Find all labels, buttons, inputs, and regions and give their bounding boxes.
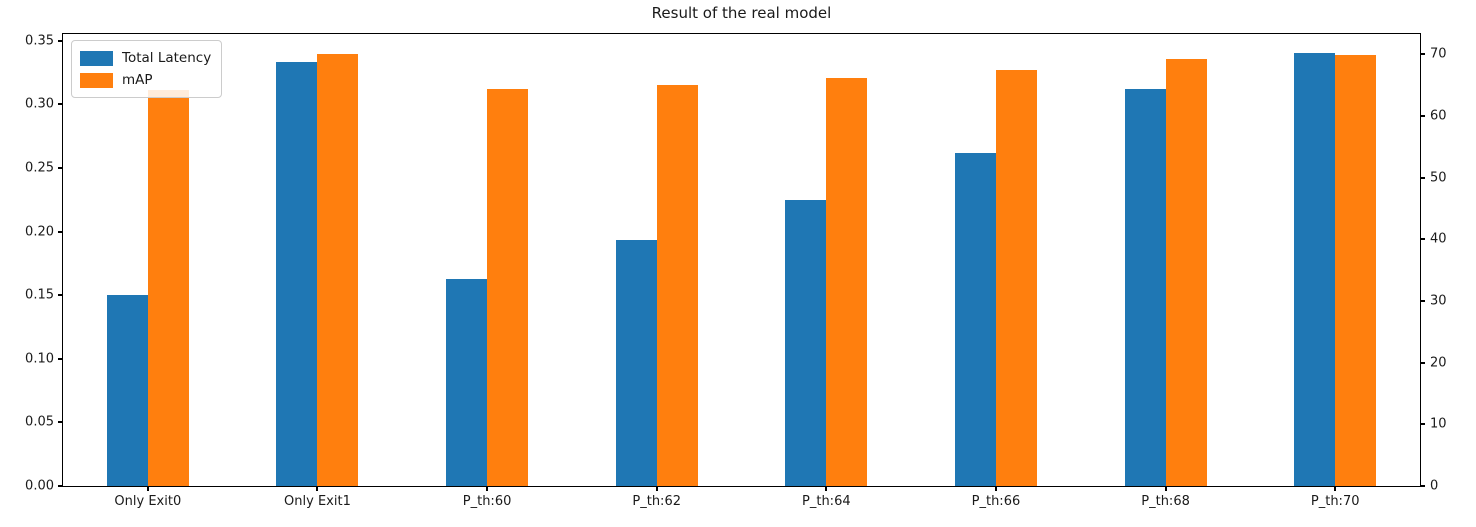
y-left-tick-label: 0.10 bbox=[25, 351, 54, 367]
y-right-tick-label: 70 bbox=[1430, 46, 1447, 62]
y-right-tick-label: 60 bbox=[1430, 108, 1447, 124]
y-left-tick bbox=[58, 103, 62, 105]
y-right-tick bbox=[1421, 53, 1425, 55]
x-tick-label-p-th-64: P_th:64 bbox=[802, 494, 851, 509]
y-left-tick-label: 0.30 bbox=[25, 96, 54, 112]
y-right-tick-label: 20 bbox=[1430, 355, 1447, 371]
y-right-tick bbox=[1421, 362, 1425, 364]
bar-total-latency-p-th-60 bbox=[446, 279, 487, 486]
x-tick-label-p-th-62: P_th:62 bbox=[632, 494, 681, 509]
y-right-tick-label: 40 bbox=[1430, 231, 1447, 247]
legend-item-total-latency: Total Latency bbox=[80, 47, 211, 69]
y-left-tick bbox=[58, 421, 62, 423]
x-tick bbox=[656, 487, 658, 491]
x-tick-label-p-th-70: P_th:70 bbox=[1310, 494, 1360, 509]
y-left-tick bbox=[58, 358, 62, 360]
plot-area: Total Latency mAP bbox=[62, 33, 1421, 487]
bar-total-latency-only-exit0 bbox=[107, 295, 148, 486]
bar-map-p-th-64 bbox=[826, 78, 867, 486]
legend-label-map: mAP bbox=[122, 72, 153, 88]
bar-map-p-th-62 bbox=[657, 85, 698, 486]
x-tick bbox=[1334, 487, 1336, 491]
y-left-tick bbox=[58, 40, 62, 42]
y-left-tick-label: 0.15 bbox=[25, 287, 54, 303]
bar-map-only-exit0 bbox=[148, 90, 189, 486]
x-tick bbox=[486, 487, 488, 491]
x-tick bbox=[1165, 487, 1167, 491]
y-right-tick-label: 0 bbox=[1430, 478, 1439, 494]
y-left-tick bbox=[58, 231, 62, 233]
y-left-tick-label: 0.35 bbox=[25, 33, 54, 49]
bar-map-only-exit1 bbox=[317, 54, 358, 486]
bar-total-latency-p-th-64 bbox=[785, 200, 826, 486]
y-right-tick bbox=[1421, 423, 1425, 425]
y-right-tick-label: 30 bbox=[1430, 293, 1447, 309]
bar-map-p-th-60 bbox=[487, 89, 528, 486]
y-right-tick-label: 10 bbox=[1430, 416, 1447, 432]
bar-total-latency-only-exit1 bbox=[276, 62, 317, 486]
bar-map-p-th-66 bbox=[996, 70, 1037, 486]
x-tick-label-only-exit1: Only Exit1 bbox=[284, 494, 351, 509]
y-right-tick bbox=[1421, 485, 1425, 487]
x-tick-label-only-exit0: Only Exit0 bbox=[114, 494, 182, 509]
y-left-tick-label: 0.25 bbox=[25, 160, 54, 176]
chart-title: Result of the real model bbox=[651, 4, 832, 22]
y-left-tick-label: 0.05 bbox=[25, 414, 54, 430]
x-tick bbox=[825, 487, 827, 491]
legend: Total Latency mAP bbox=[71, 40, 223, 98]
legend-item-map: mAP bbox=[80, 69, 211, 91]
y-left-tick bbox=[58, 294, 62, 296]
legend-swatch-total-latency bbox=[80, 50, 113, 66]
bar-map-p-th-68 bbox=[1166, 59, 1207, 486]
bar-total-latency-p-th-70 bbox=[1294, 53, 1335, 486]
y-left-tick-label: 0.20 bbox=[25, 224, 54, 240]
bar-total-latency-p-th-68 bbox=[1125, 89, 1166, 486]
x-tick-label-p-th-68: P_th:68 bbox=[1141, 494, 1190, 509]
x-tick bbox=[995, 487, 997, 491]
bar-map-p-th-70 bbox=[1335, 55, 1376, 486]
x-tick-label-p-th-60: P_th:60 bbox=[462, 494, 512, 509]
y-right-tick-label: 50 bbox=[1430, 170, 1447, 186]
y-left-tick bbox=[58, 167, 62, 169]
y-right-tick bbox=[1421, 300, 1425, 302]
y-left-tick bbox=[58, 485, 62, 487]
y-left-tick-label: 0.00 bbox=[25, 478, 54, 494]
x-tick-label-p-th-66: P_th:66 bbox=[971, 494, 1021, 509]
legend-label-total-latency: Total Latency bbox=[122, 50, 212, 66]
x-tick bbox=[147, 487, 149, 491]
y-right-tick bbox=[1421, 238, 1425, 240]
bar-total-latency-p-th-62 bbox=[616, 240, 657, 486]
legend-swatch-map bbox=[80, 72, 113, 88]
y-right-tick bbox=[1421, 115, 1425, 117]
x-tick bbox=[316, 487, 318, 491]
bar-total-latency-p-th-66 bbox=[955, 153, 996, 486]
y-right-tick bbox=[1421, 177, 1425, 179]
